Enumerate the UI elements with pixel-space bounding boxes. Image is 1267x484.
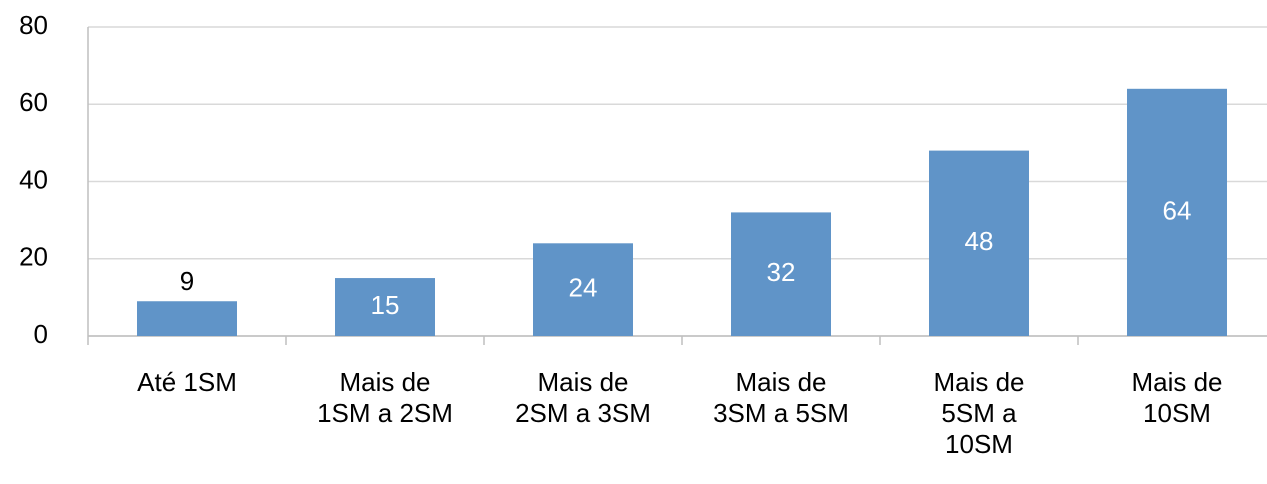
- y-tick-label: 60: [19, 87, 48, 117]
- bar: [1127, 88, 1227, 336]
- data-label: 32: [767, 257, 796, 287]
- x-tick-label: Mais de 1SM a 2SM: [317, 367, 453, 428]
- data-label: 24: [569, 273, 598, 303]
- x-tick-label: Mais de 10SM: [1131, 367, 1223, 428]
- data-label: 15: [371, 290, 400, 320]
- data-label: 48: [965, 226, 994, 256]
- y-tick-label: 80: [19, 10, 48, 40]
- y-tick-label: 0: [34, 319, 48, 349]
- bar: [533, 243, 633, 336]
- bar: [929, 150, 1029, 336]
- bar: [335, 278, 435, 336]
- y-tick-label: 20: [19, 242, 48, 272]
- data-label: 9: [180, 266, 194, 296]
- x-tick-label: Mais de 5SM a 10SM: [933, 367, 1025, 459]
- bar: [137, 301, 237, 336]
- x-tick-label: Até 1SM: [137, 367, 237, 397]
- x-tick-label: Mais de 2SM a 3SM: [515, 367, 651, 428]
- data-label: 64: [1163, 195, 1192, 225]
- y-tick-label: 40: [19, 164, 48, 194]
- bar: [731, 212, 831, 336]
- x-tick-label: Mais de 3SM a 5SM: [713, 367, 849, 428]
